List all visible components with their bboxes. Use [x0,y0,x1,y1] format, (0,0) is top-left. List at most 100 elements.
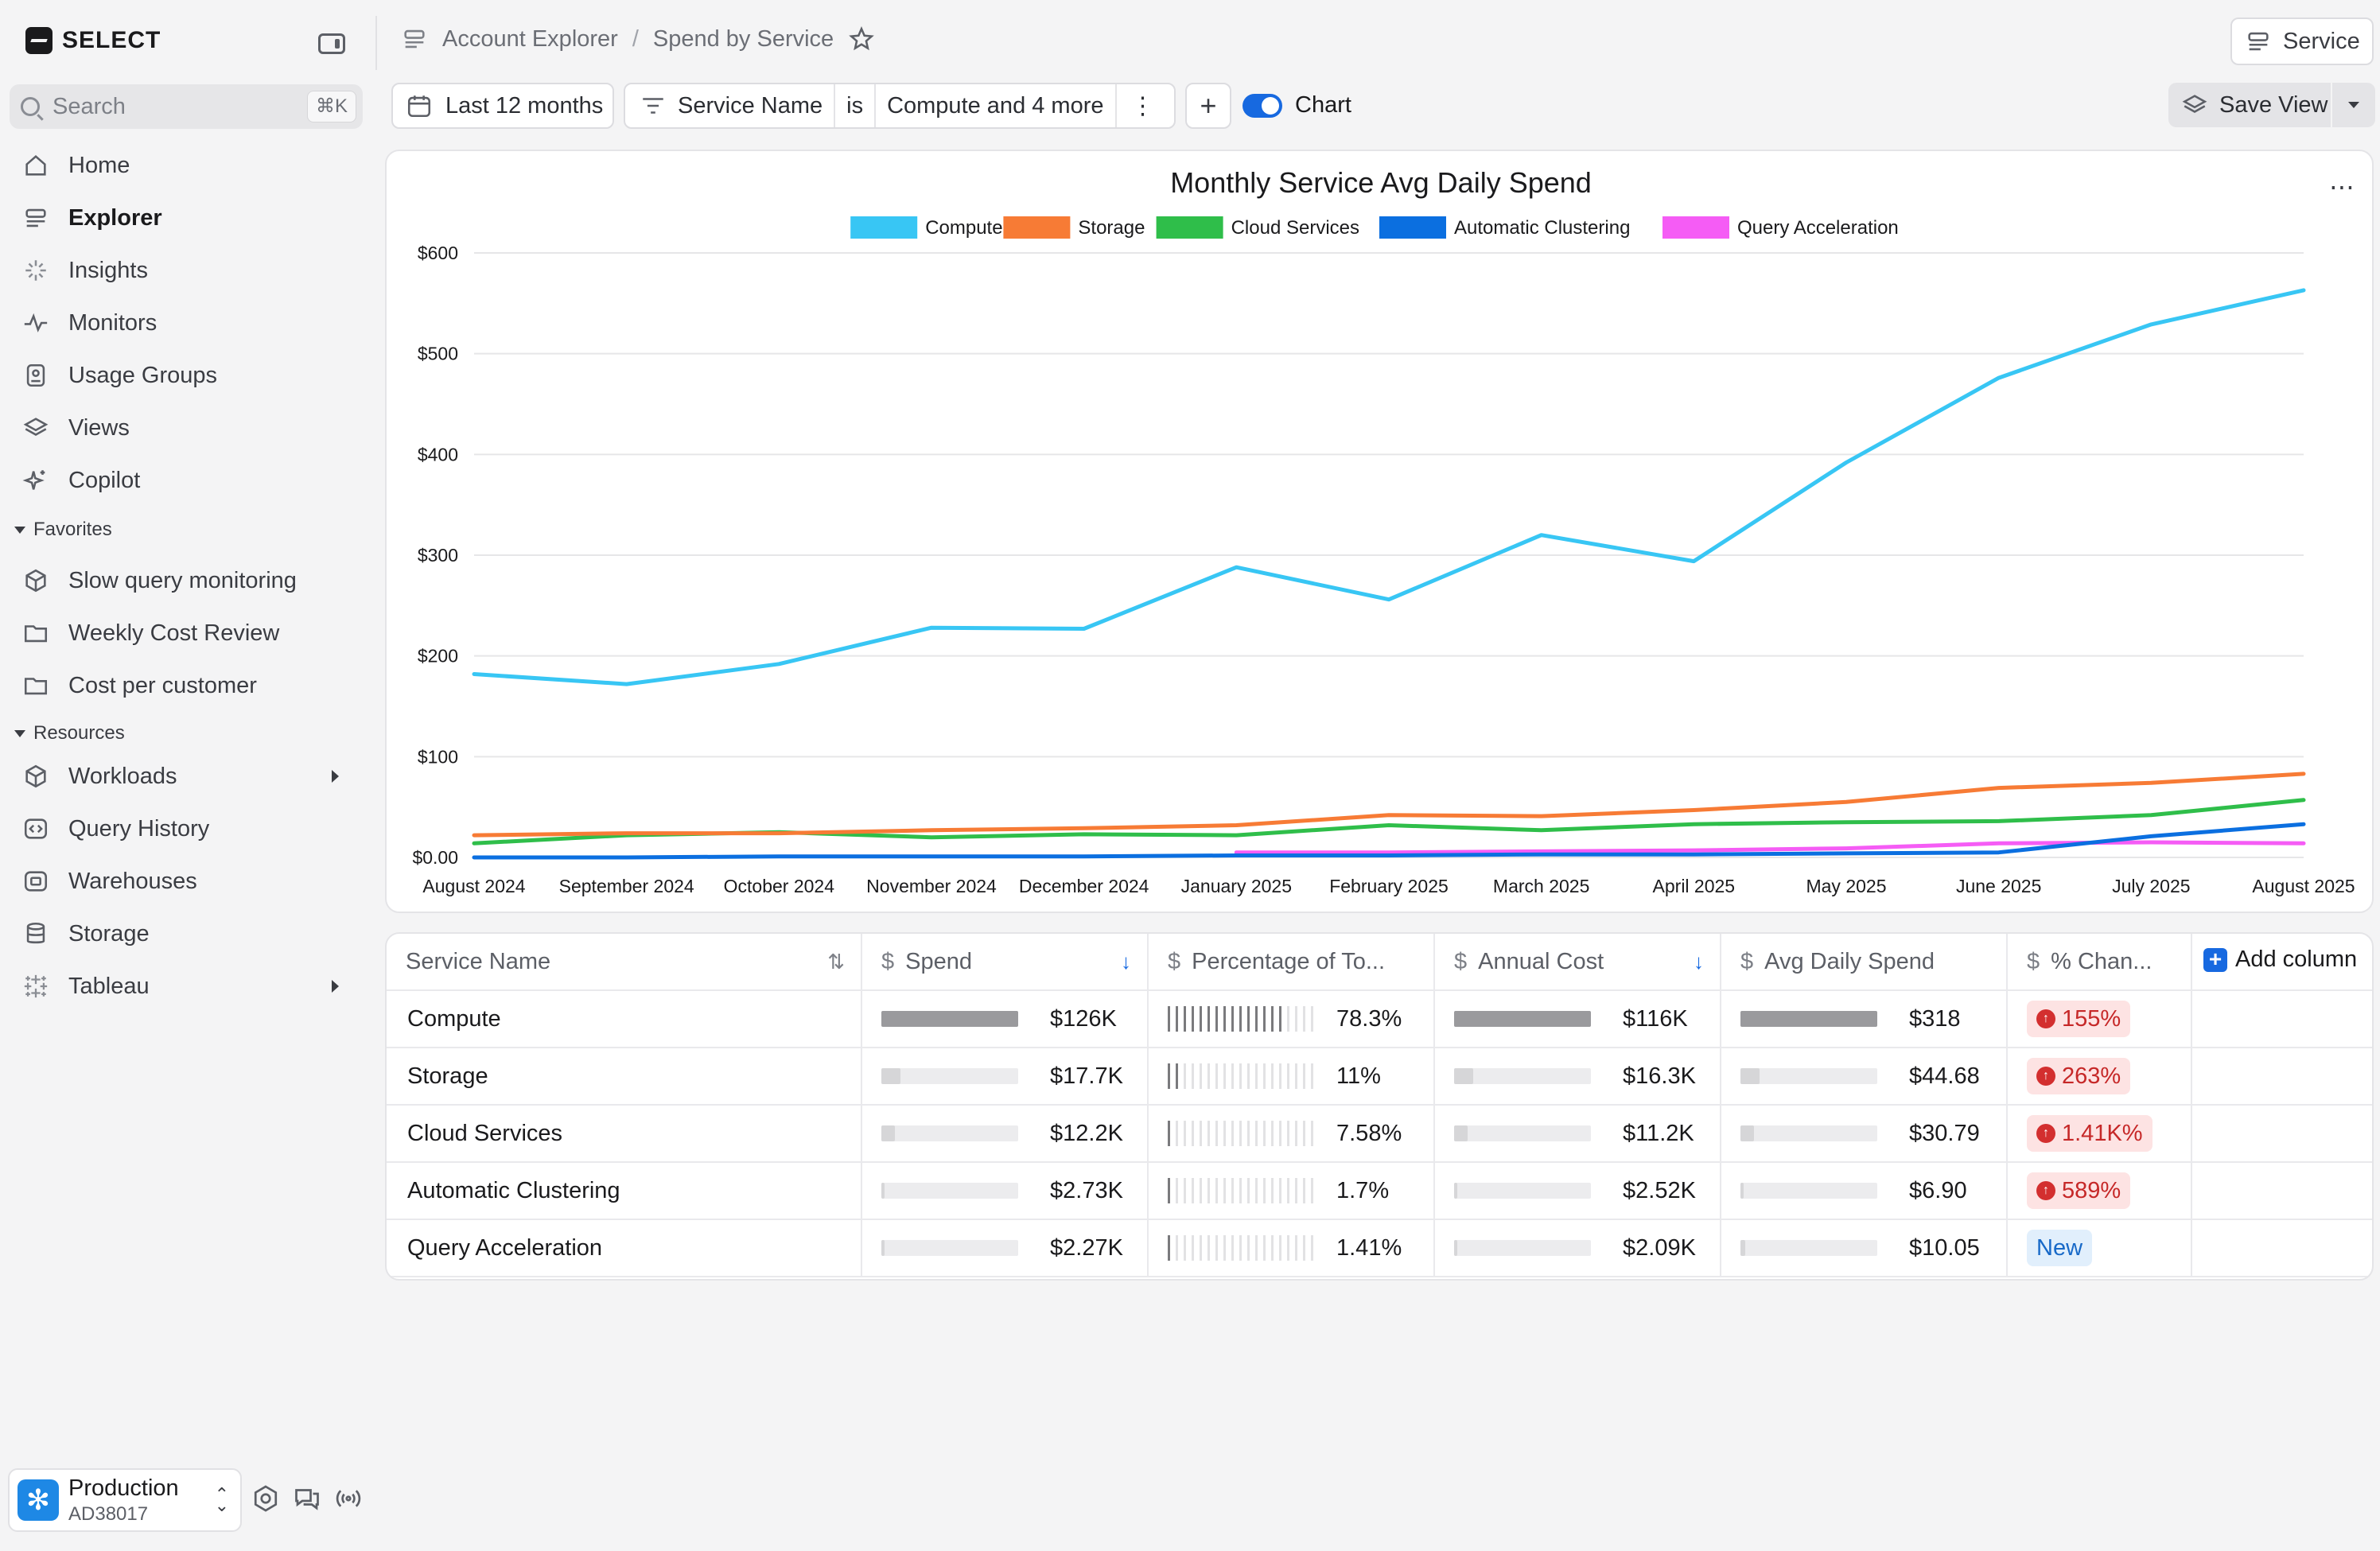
favorites-section-toggle[interactable]: Favorites [14,519,112,541]
service-name-cell: Compute [387,991,862,1047]
save-view-label: Save View [2219,91,2328,118]
add-column-button[interactable]: + Add column [2203,947,2357,973]
favorite-item-cost-per-customer[interactable]: Cost per customer [22,663,356,708]
more-horizontal-icon[interactable]: ⋯ [2329,173,2356,201]
y-tick-label: $500 [418,344,458,364]
brand[interactable]: SELECT [25,27,161,54]
spend-value: $2.27K [1050,1234,1123,1261]
y-tick-label: $600 [418,243,458,263]
chevron-right-icon[interactable] [332,980,339,993]
x-tick-label: September 2024 [559,876,694,896]
add-filter-button[interactable]: + [1185,83,1231,129]
dollar-icon: $ [1740,948,1754,974]
resource-item-query-history[interactable]: Query History [22,807,356,851]
collapse-sidebar-icon[interactable] [318,33,345,54]
y-tick-label: $100 [418,746,458,767]
account-switcher[interactable]: ✻ Production AD38017 ⌃ ⌄ [8,1468,242,1532]
search-icon [21,97,40,116]
chat-icon[interactable] [293,1484,321,1513]
column-header-percentage[interactable]: $ Percentage of To... [1149,934,1435,989]
table-row[interactable]: Cloud Services $12.2K 7.58% $11.2K $30.79 ↑ 1.… [387,1106,2372,1163]
service-name: Cloud Services [407,1120,563,1146]
breadcrumb: Account Explorer / Spend by Service [401,25,875,52]
chart-toggle[interactable] [1242,94,1282,118]
value-bar-track [881,1125,1018,1141]
change-badge: ↑ 155% [2027,1001,2131,1037]
spend-value: $126K [1050,1005,1117,1032]
service-name-filter[interactable]: Service Name is Compute and 4 more ⋮ [624,83,1176,129]
resources-section-toggle[interactable]: Resources [14,722,125,744]
percentage-tick [1215,1121,1218,1146]
nav-item-monitors[interactable]: Monitors [22,301,356,345]
percentage-ticks [1168,1006,1320,1032]
filter-field[interactable]: Service Name [625,84,836,127]
table-row[interactable]: Compute $126K 78.3% $116K $318 ↑ 155% [387,991,2372,1048]
more-vertical-icon[interactable]: ⋮ [1130,92,1155,119]
avg-value: $30.79 [1909,1120,1980,1146]
column-header-change[interactable]: $ % Chan... [2008,934,2192,989]
service-name: Query Acceleration [407,1234,603,1261]
percentage-tick [1223,1063,1226,1089]
service-button[interactable]: Service [2230,17,2374,65]
caret-down-icon[interactable] [2348,102,2359,108]
nav-item-copilot[interactable]: Copilot [22,458,356,503]
nav-item-insights[interactable]: Insights [22,248,356,293]
resource-item-workloads[interactable]: Workloads [22,754,356,799]
percentage-ticks [1168,1063,1320,1089]
resource-item-warehouses[interactable]: Warehouses [22,859,356,904]
chevron-right-icon[interactable] [332,770,339,783]
percentage-tick [1200,1121,1202,1146]
annual-value: $116K [1623,1005,1688,1032]
breadcrumb-root[interactable]: Account Explorer [442,25,618,52]
resource-item-tableau[interactable]: Tableau [22,964,356,1009]
search-input[interactable]: Search ⌘K [10,84,363,129]
percentage-tick [1184,1121,1186,1146]
percentage-tick [1231,1178,1234,1203]
column-header-label: Spend [905,948,972,974]
nav-item-views[interactable]: Views [22,406,356,450]
date-range-picker[interactable]: Last 12 months [391,83,614,129]
column-header-avg-daily-spend[interactable]: $ Avg Daily Spend [1721,934,2008,989]
resources-title: Resources [33,722,125,744]
filter-operator[interactable]: is [835,84,877,127]
value-bar-track [1454,1068,1591,1084]
favorite-item-slow-query-monitoring[interactable]: Slow query monitoring [22,558,356,603]
database-icon [22,920,49,947]
caret-down-icon [14,729,25,737]
insights-icon [22,257,49,284]
series-line-compute [472,288,2306,686]
table-row[interactable]: Automatic Clustering $2.73K 1.7% $2.52K $6.9… [387,1163,2372,1220]
sort-desc-icon[interactable]: ↓ [1121,949,1131,974]
new-badge: New [2027,1230,2093,1266]
avg-cell: $10.05 [1721,1220,2008,1276]
percentage-tick [1287,1063,1289,1089]
save-view-main[interactable]: Save View [2168,83,2332,127]
column-header-spend[interactable]: $ Spend ↓ [862,934,1149,989]
sort-desc-icon[interactable]: ↓ [1694,949,1704,974]
favorite-item-weekly-cost-review[interactable]: Weekly Cost Review [22,611,356,655]
filter-value[interactable]: Compute and 4 more [876,84,1117,127]
service-name: Compute [407,1005,501,1032]
x-tick-label: June 2025 [1956,876,2041,896]
value-bar-fill [881,1240,885,1256]
settings-icon[interactable] [251,1484,280,1513]
save-view-button[interactable]: Save View [2168,83,2375,127]
percentage-tick [1208,1121,1210,1146]
nav-item-usage-groups[interactable]: Usage Groups [22,353,356,398]
star-icon[interactable] [848,25,875,52]
table-row[interactable]: Query Acceleration $2.27K 1.41% $2.09K $10.0… [387,1220,2372,1277]
change-cell: New [2008,1220,2192,1276]
x-tick-label: January 2025 [1181,876,1292,896]
broadcast-icon[interactable] [334,1484,363,1513]
nav-item-explorer[interactable]: Explorer [22,196,356,240]
resource-item-storage[interactable]: Storage [22,912,356,956]
nav-item-home[interactable]: Home [22,143,356,188]
chart-title: Monthly Service Avg Daily Spend [1170,166,1592,199]
nav-label: Copilot [68,467,141,493]
sort-toggle-icon[interactable]: ⇅ [827,949,845,974]
pct-cell: 1.7% [1149,1163,1435,1219]
column-header-service-name[interactable]: Service Name ⇅ [387,934,862,989]
column-header-annual-cost[interactable]: $ Annual Cost ↓ [1435,934,1721,989]
filter-value-label: Compute and 4 more [887,92,1104,119]
table-row[interactable]: Storage $17.7K 11% $16.3K $44.68 ↑ 263% [387,1048,2372,1106]
